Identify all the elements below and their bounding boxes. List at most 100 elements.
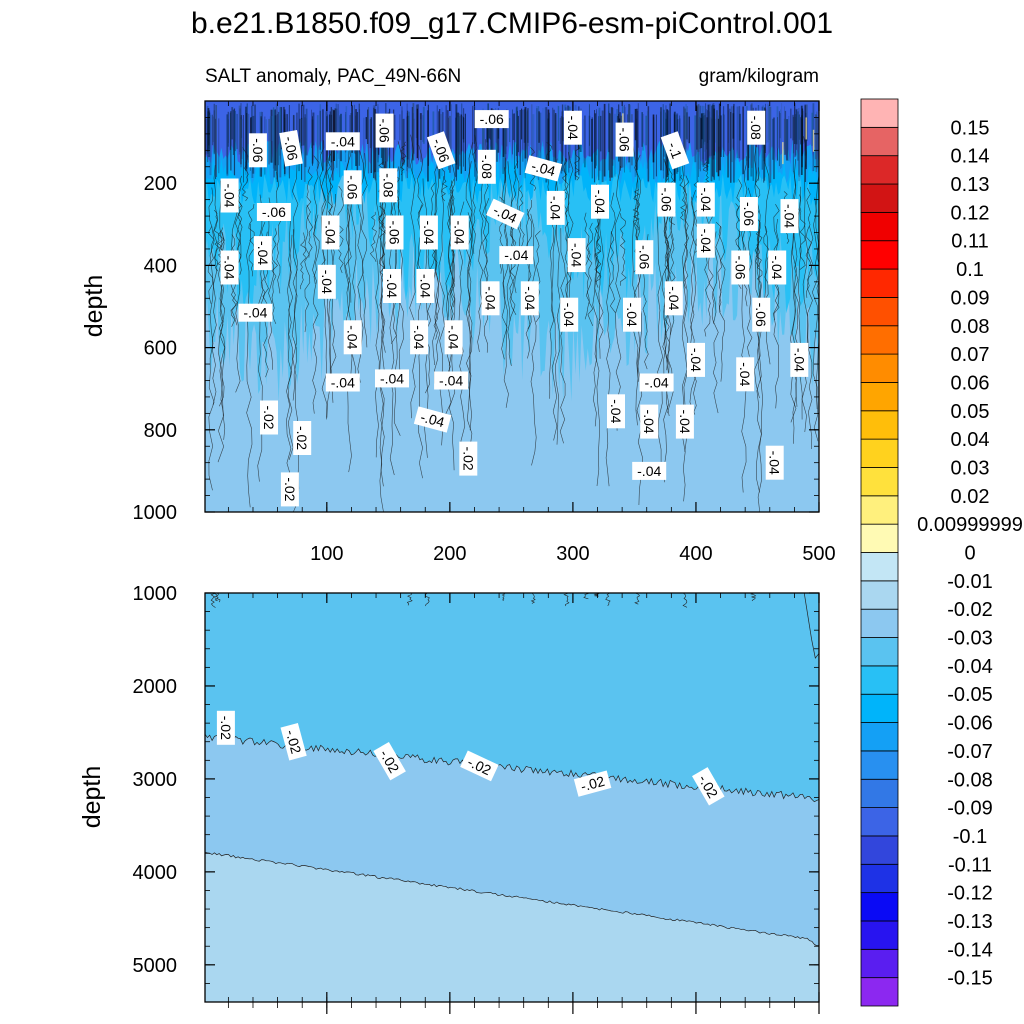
surface-stripe (584, 115, 586, 168)
surface-stripe (492, 109, 495, 173)
colorbar-swatch (860, 523, 899, 553)
contour-label: -.04 (563, 110, 582, 145)
surface-stripe (553, 109, 555, 181)
colorbar-label: -0.11 (948, 854, 992, 876)
contour-line (815, 136, 819, 410)
surface-stripe (446, 110, 449, 163)
surface-stripe (385, 113, 388, 183)
surface-stripe (299, 118, 301, 143)
surface-stripe (727, 104, 729, 178)
lower-contour-labels: -.02-.02-.02 -.02-.02 -.02 (216, 710, 725, 806)
contour-label: -.06 (752, 297, 771, 332)
contour-label-box (524, 155, 563, 182)
surface-stripe (609, 112, 611, 178)
surface-stripe (401, 110, 403, 182)
surface-stripe (274, 115, 277, 171)
surface-stripe (394, 114, 396, 140)
colorbar-label: -0.09 (947, 798, 993, 820)
y-tick-label: 200 (144, 173, 177, 195)
contour-line (344, 137, 352, 303)
contour-label: -.04 (481, 281, 500, 316)
surface-stripe (483, 114, 485, 154)
contour-label-text: -.04 (530, 158, 558, 180)
contour-line (718, 225, 726, 382)
surface-stripe (547, 109, 550, 174)
surface-stripe (339, 115, 341, 148)
colorbar-label: 0.13 (951, 174, 990, 196)
surface-stripe (707, 104, 710, 164)
contour-line (559, 228, 566, 444)
surface-stripe (798, 114, 800, 177)
contour-label: -.1 (660, 131, 690, 170)
y-tick-label: 5000 (133, 955, 178, 977)
chart-title: b.e21.B1850.f09_g17.CMIP6-esm-piControl.… (191, 7, 833, 40)
surface-stripe (522, 109, 524, 162)
colorbar-label: -0.1 (953, 826, 987, 848)
surface-stripe (655, 114, 657, 177)
contour-label: -.06 (343, 170, 362, 205)
surface-stripe (276, 110, 278, 176)
contour-line (548, 195, 555, 399)
surface-stripe (795, 114, 797, 156)
contour-label-box (639, 373, 674, 392)
contour-line (432, 149, 440, 366)
surface-stripe (302, 104, 305, 146)
contour-label-text: -.04 (255, 241, 271, 265)
contour-line (530, 213, 537, 466)
surface-stripe (463, 116, 464, 167)
surface-stripe (701, 113, 703, 140)
contour-line (291, 164, 299, 401)
colorbar-swatch (860, 608, 899, 638)
contour-label: -.04 (383, 269, 401, 303)
contour-line (609, 192, 616, 313)
surface-stripe (560, 116, 563, 174)
colorbar-swatch (860, 126, 899, 157)
colorbar-swatch (860, 920, 899, 950)
surface-stripe (724, 114, 725, 152)
surface-stripe (702, 113, 705, 167)
contour-label-text: -.06 (387, 220, 403, 244)
x-tick-label: 200 (433, 543, 466, 565)
contour-label: -.04 (675, 404, 694, 439)
surface-stripe (767, 103, 769, 143)
contour-label-text: -.04 (384, 274, 400, 298)
contour-label: -.08 (477, 149, 496, 184)
surface-stripe (603, 103, 606, 177)
surface-stripe (539, 112, 542, 177)
surface-stripe (596, 110, 598, 156)
surface-stripe (647, 106, 650, 182)
surface-stripe (458, 113, 461, 155)
surface-stripe (408, 116, 410, 169)
surface-stripe (733, 103, 735, 183)
contour-label-box (343, 320, 362, 355)
surface-stripe (461, 116, 463, 140)
contour-label: -.04 (410, 320, 429, 355)
surface-stripe (711, 104, 713, 177)
colorbar-swatch (860, 382, 899, 412)
surface-stripe (406, 103, 408, 142)
surface-stripe (540, 113, 541, 153)
contour-label-box (238, 303, 273, 322)
colorbar-swatch (860, 750, 899, 780)
contour-label-box (615, 122, 634, 157)
contour-label-text: -.04 (452, 220, 468, 244)
surface-stripe (213, 110, 215, 153)
surface-stripe (240, 103, 242, 168)
chart-subtitle-left: SALT anomaly, PAC_49N-66N (205, 66, 461, 87)
surface-stripe (683, 106, 685, 151)
upper-plot-frame (204, 100, 820, 513)
contour-line (586, 222, 594, 327)
contour-label-box (485, 198, 525, 230)
surface-stripe (497, 116, 500, 153)
surface-stripe (337, 104, 339, 144)
contour-label-box (253, 236, 272, 271)
contour-label-box (591, 184, 609, 219)
contour-line (304, 204, 311, 333)
colorbar-label: -0.14 (947, 939, 993, 961)
surface-stripe (474, 117, 477, 141)
contour-label-box (739, 197, 758, 231)
colorbar-label: 0.07 (951, 344, 990, 366)
surface-stripe (594, 110, 595, 183)
contour-line (300, 232, 307, 290)
x-tick-label: 400 (679, 543, 712, 565)
